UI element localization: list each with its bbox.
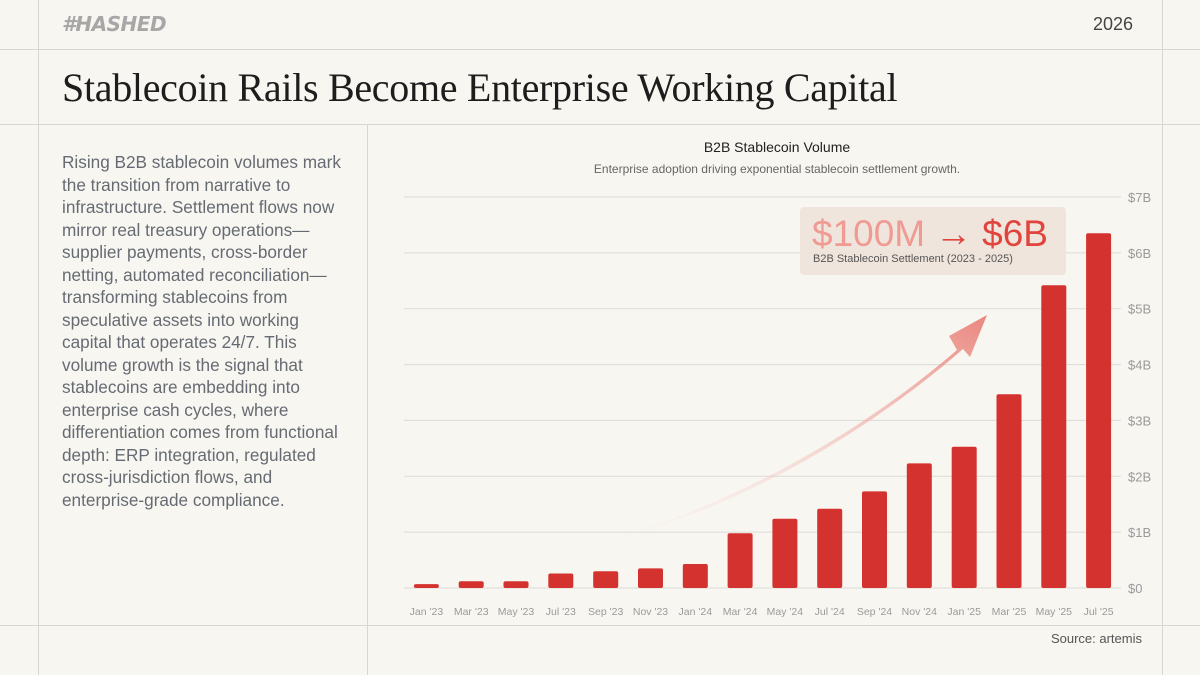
y-tick-label: $6B (1128, 246, 1151, 261)
x-tick-label: Jul '23 (546, 606, 576, 618)
bar (1086, 233, 1112, 589)
y-tick-label: $2B (1128, 469, 1151, 484)
frame-line-left (38, 0, 39, 675)
x-axis: Jan '23 Mar '23 May '23 Jul '23 Sep '23 Nov '… (410, 606, 1114, 618)
chart-title: B2B Stablecoin Volume (704, 139, 851, 155)
bar (503, 581, 529, 588)
bar (638, 568, 663, 588)
source-label: Source: artemis (1050, 631, 1142, 646)
y-tick-label: $7B (1128, 190, 1151, 205)
bar-chart: B2B Stablecoin Volume Enterprise adoptio… (404, 139, 1151, 618)
y-tick-label: $1B (1128, 525, 1151, 540)
chart-subtitle: Enterprise adoption driving exponential … (594, 162, 960, 176)
bar (413, 584, 439, 588)
bar-series (413, 233, 1112, 589)
x-tick-label: Jan '24 (679, 606, 713, 618)
x-tick-label: Jan '23 (410, 606, 444, 618)
y-tick-label: $3B (1128, 413, 1151, 428)
bar (727, 533, 753, 588)
annotation-from: $100M (812, 213, 925, 254)
annotation-box (800, 207, 1066, 275)
hashed-logo: #HASHED (62, 12, 167, 36)
frame-line-top (0, 49, 1200, 50)
frame-line-title (0, 124, 1200, 125)
frame-line-middle (367, 124, 368, 675)
x-tick-label: Jan '25 (947, 606, 981, 618)
bar (951, 446, 977, 588)
y-tick-label: $0 (1128, 581, 1142, 596)
x-tick-label: Mar '25 (992, 606, 1027, 618)
y-axis: $0 $1B $2B $3B $4B $5B $6B $7B (1128, 190, 1151, 596)
bar (1041, 285, 1067, 588)
x-tick-label: Jul '25 (1084, 606, 1114, 618)
bar (593, 571, 619, 588)
bar (906, 463, 932, 588)
bar (772, 518, 798, 588)
bar (548, 573, 574, 588)
y-tick-label: $5B (1128, 302, 1151, 317)
annotation-caption: B2B Stablecoin Settlement (2023 - 2025) (813, 253, 1013, 265)
page-title: Stablecoin Rails Become Enterprise Worki… (62, 65, 898, 110)
y-tick-label: $4B (1128, 358, 1151, 373)
description-text: Rising B2B stablecoin volumes mark the t… (62, 152, 341, 510)
bar (817, 508, 843, 588)
year-label: 2026 (1092, 14, 1133, 34)
x-tick-label: Nov '23 (633, 606, 668, 618)
x-tick-label: Mar '24 (723, 606, 758, 618)
x-tick-label: Sep '23 (588, 606, 623, 618)
annotation-arrow: → (935, 213, 972, 254)
annotation-to: $6B (982, 213, 1048, 254)
x-tick-label: Jul '24 (815, 606, 845, 618)
x-tick-label: Nov '24 (902, 606, 937, 618)
x-tick-label: Mar '23 (454, 606, 489, 618)
bar (682, 564, 708, 588)
x-tick-label: May '25 (1036, 606, 1073, 618)
bar (458, 581, 484, 588)
x-tick-label: May '23 (498, 606, 535, 618)
frame-line-right (1162, 0, 1163, 675)
x-tick-label: Sep '24 (857, 606, 892, 618)
annotation-headline: $100M → $6B (812, 213, 1048, 254)
x-tick-label: May '24 (767, 606, 804, 618)
growth-annotation: $100M → $6B B2B Stablecoin Settlement (202… (800, 207, 1066, 275)
bar (996, 394, 1022, 588)
bar (862, 491, 887, 588)
frame-line-bottom (0, 625, 1200, 626)
